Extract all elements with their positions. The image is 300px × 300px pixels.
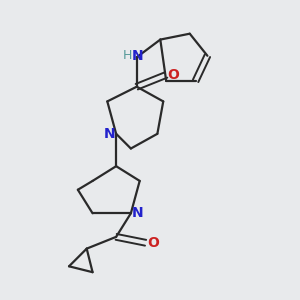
Text: O: O [147,236,159,250]
Text: N: N [104,127,116,141]
Text: N: N [131,49,143,63]
Text: N: N [131,206,143,220]
Text: H: H [123,49,132,62]
Text: O: O [168,68,179,82]
